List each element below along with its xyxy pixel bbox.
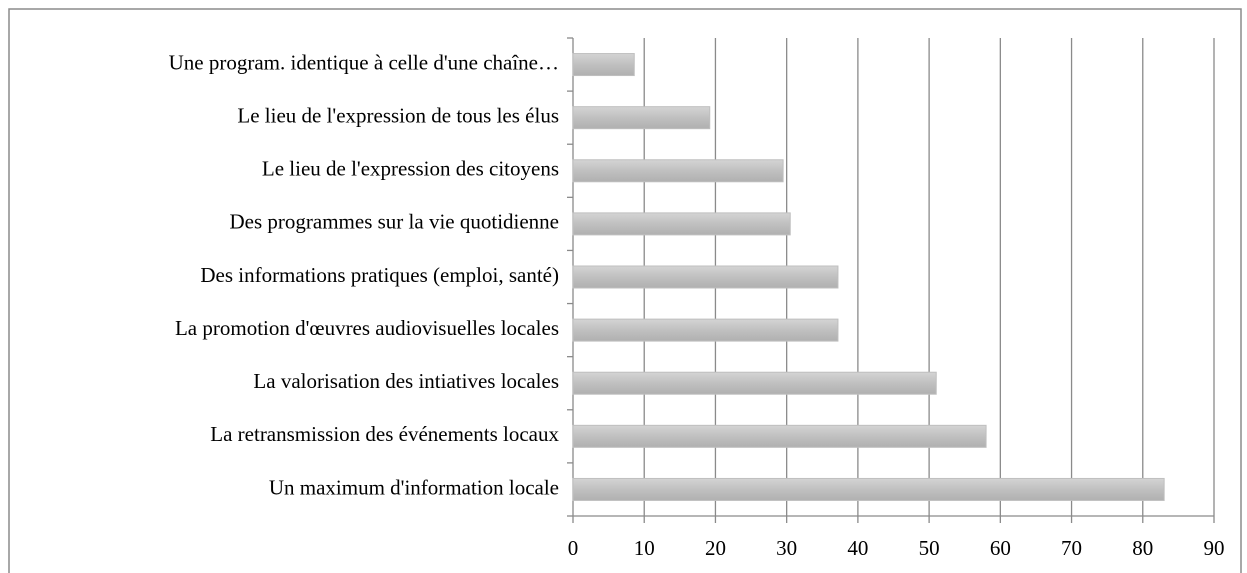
x-tick-label: 30	[776, 536, 797, 560]
bar	[572, 318, 839, 342]
y-tick-label: Un maximum d'information locale	[269, 475, 559, 499]
bar	[572, 477, 1165, 501]
bar	[572, 212, 791, 236]
y-tick-label: La retransmission des événements locaux	[210, 422, 559, 446]
x-tick-label: 0	[568, 536, 579, 560]
bar	[572, 159, 784, 183]
y-tick-label: Le lieu de l'expression de tous les élus	[237, 103, 559, 127]
y-tick-label: La promotion d'œuvres audiovisuelles loc…	[175, 316, 559, 340]
x-tick-label: 80	[1132, 536, 1153, 560]
x-tick-label: 40	[847, 536, 868, 560]
x-tick-label: 20	[705, 536, 726, 560]
x-tick-label: 60	[990, 536, 1011, 560]
y-tick-label: Une program. identique à celle d'une cha…	[169, 50, 559, 74]
chart-frame	[8, 8, 1242, 573]
bar	[572, 265, 839, 289]
x-tick-label: 50	[919, 536, 940, 560]
x-tick-label: 10	[634, 536, 655, 560]
x-tick-label: 90	[1204, 536, 1225, 560]
bar	[572, 106, 711, 130]
y-tick-label: La valorisation des intiatives locales	[253, 369, 559, 393]
bar	[572, 53, 635, 77]
bar	[572, 424, 987, 448]
y-tick-label: Des programmes sur la vie quotidienne	[230, 210, 560, 234]
x-tick-label: 70	[1061, 536, 1082, 560]
bar	[572, 371, 937, 395]
y-tick-label: Des informations pratiques (emploi, sant…	[200, 263, 559, 287]
y-tick-label: Le lieu de l'expression des citoyens	[262, 157, 559, 181]
